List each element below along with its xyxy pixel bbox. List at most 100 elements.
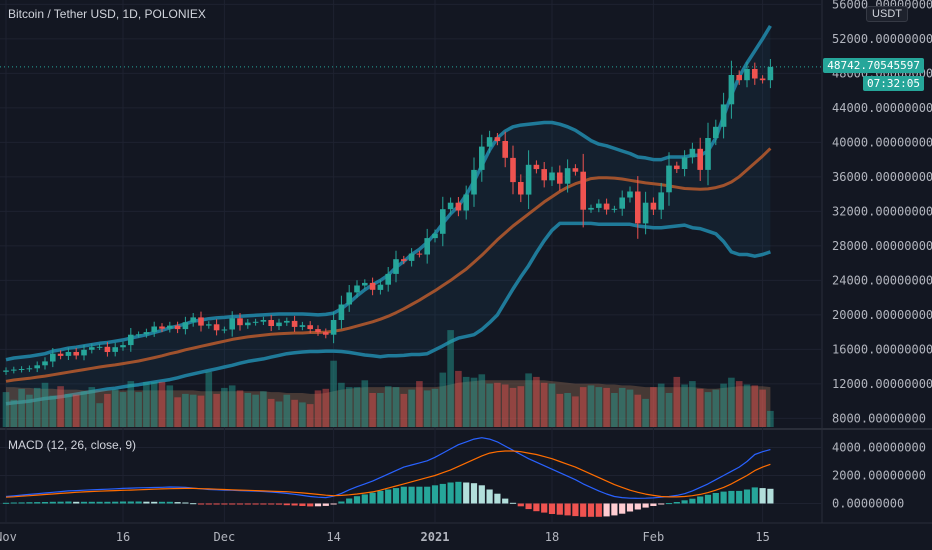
- candle-body[interactable]: [42, 361, 48, 366]
- candle-body[interactable]: [237, 318, 243, 326]
- candle-body[interactable]: [525, 164, 532, 195]
- candle-body[interactable]: [377, 284, 384, 290]
- candle-body[interactable]: [276, 322, 282, 327]
- candle-body[interactable]: [159, 326, 165, 329]
- candle-body[interactable]: [596, 203, 602, 208]
- candle-body[interactable]: [198, 317, 204, 326]
- candle-body[interactable]: [681, 157, 688, 169]
- candle-body[interactable]: [120, 345, 126, 348]
- candle-body[interactable]: [720, 104, 727, 127]
- candle-body[interactable]: [151, 326, 157, 333]
- candle-body[interactable]: [635, 191, 641, 224]
- candle-body[interactable]: [713, 126, 719, 138]
- candle-body[interactable]: [642, 202, 649, 224]
- candle-body[interactable]: [752, 69, 758, 79]
- candle-body[interactable]: [57, 353, 64, 356]
- candle-body[interactable]: [424, 238, 430, 255]
- candle-body[interactable]: [689, 148, 696, 158]
- candle-body[interactable]: [89, 347, 95, 350]
- candle-body[interactable]: [291, 320, 298, 327]
- price-axis[interactable]: 56000.0000000052000.0000000048000.000000…: [832, 0, 932, 511]
- candle-body[interactable]: [767, 66, 774, 81]
- candle-body[interactable]: [167, 325, 173, 329]
- candle-body[interactable]: [182, 322, 189, 330]
- candle-body[interactable]: [268, 320, 274, 326]
- candle-body[interactable]: [541, 169, 547, 181]
- candle-body[interactable]: [73, 352, 79, 356]
- candle-body[interactable]: [603, 203, 610, 210]
- candle-body[interactable]: [299, 325, 306, 327]
- candle-body[interactable]: [759, 78, 766, 81]
- candle-body[interactable]: [65, 352, 72, 356]
- candle-body[interactable]: [135, 334, 142, 336]
- candle-body[interactable]: [307, 325, 313, 330]
- candle-body[interactable]: [190, 317, 196, 323]
- candle-body[interactable]: [627, 191, 633, 198]
- candle-body[interactable]: [494, 137, 501, 142]
- candle-body[interactable]: [18, 369, 25, 370]
- candle-body[interactable]: [174, 325, 181, 330]
- candle-body[interactable]: [416, 253, 423, 255]
- candle-body[interactable]: [549, 172, 555, 181]
- candle-body[interactable]: [588, 207, 594, 210]
- candle-body[interactable]: [112, 347, 118, 352]
- candle-body[interactable]: [338, 304, 345, 321]
- candle-body[interactable]: [572, 168, 579, 172]
- candle-body[interactable]: [385, 273, 391, 285]
- candle-body[interactable]: [705, 138, 711, 170]
- candle-body[interactable]: [744, 69, 750, 81]
- candle-body[interactable]: [128, 334, 134, 346]
- candle-body[interactable]: [245, 322, 251, 326]
- candle-body[interactable]: [323, 332, 329, 335]
- candle-body[interactable]: [666, 165, 672, 193]
- candle-body[interactable]: [408, 253, 415, 261]
- candle-body[interactable]: [393, 259, 399, 274]
- candle-body[interactable]: [50, 353, 56, 362]
- candle-body[interactable]: [697, 148, 703, 170]
- time-axis[interactable]: Nov 16 Dec 14 2021 18 Feb 15: [0, 530, 770, 544]
- candle-body[interactable]: [619, 197, 625, 209]
- candle-body[interactable]: [557, 172, 563, 184]
- candle-body[interactable]: [463, 194, 469, 211]
- candle-body[interactable]: [34, 365, 40, 369]
- candle-body[interactable]: [580, 171, 586, 210]
- candle-body[interactable]: [674, 165, 680, 170]
- candle-body[interactable]: [252, 321, 259, 323]
- candle-body[interactable]: [260, 320, 267, 322]
- candle-body[interactable]: [362, 282, 368, 286]
- candle-body[interactable]: [143, 332, 150, 335]
- candle-body[interactable]: [510, 157, 516, 183]
- candle-body[interactable]: [346, 292, 352, 305]
- candle-body[interactable]: [104, 346, 111, 352]
- candle-body[interactable]: [455, 202, 462, 211]
- candle-body[interactable]: [221, 329, 228, 331]
- candle-body[interactable]: [471, 169, 477, 195]
- candle-body[interactable]: [518, 182, 524, 195]
- candle-body[interactable]: [650, 202, 657, 210]
- currency-button[interactable]: USDT: [866, 6, 908, 22]
- candle-body[interactable]: [440, 209, 446, 234]
- candle-body[interactable]: [479, 146, 485, 170]
- candle-body[interactable]: [564, 168, 571, 184]
- candle-body[interactable]: [354, 285, 360, 293]
- candle-body[interactable]: [81, 349, 87, 356]
- candle-body[interactable]: [728, 75, 735, 105]
- candle-body[interactable]: [26, 368, 33, 370]
- candle-body[interactable]: [3, 370, 9, 372]
- candle-body[interactable]: [611, 208, 618, 210]
- candle-body[interactable]: [432, 233, 438, 239]
- candle-body[interactable]: [206, 324, 212, 326]
- candle-body[interactable]: [369, 282, 376, 290]
- candle-body[interactable]: [486, 137, 493, 147]
- candle-body[interactable]: [284, 320, 290, 323]
- candle-body[interactable]: [213, 324, 220, 331]
- candle-body[interactable]: [447, 202, 454, 210]
- candle-body[interactable]: [229, 318, 235, 330]
- candle-body[interactable]: [96, 346, 103, 348]
- candle-body[interactable]: [315, 329, 321, 333]
- candle-body[interactable]: [533, 164, 540, 170]
- candle-body[interactable]: [502, 141, 508, 158]
- candle-body[interactable]: [330, 320, 337, 335]
- candle-body[interactable]: [11, 369, 17, 371]
